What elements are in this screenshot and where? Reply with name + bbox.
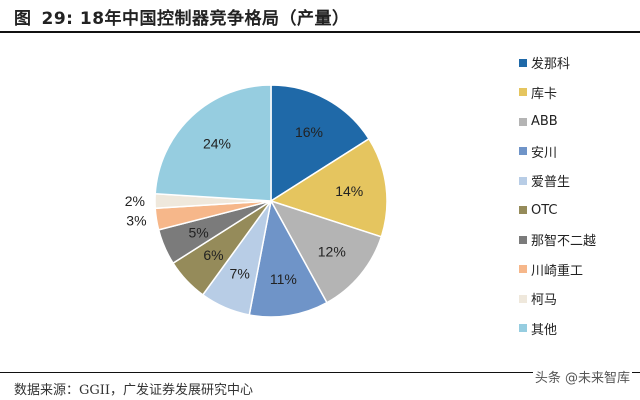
pie-slice-labels: 16% 14% 12% 11% 7% 6% 5% 3% 2% 24% (125, 124, 364, 287)
legend-swatch (519, 58, 527, 67)
legend-label: 其他 (531, 322, 558, 338)
slice-percent-label: 7% (230, 265, 250, 281)
pie-slice (269, 199, 383, 304)
legend-label: ABB (531, 114, 558, 130)
legend-label: 库卡 (531, 86, 558, 102)
watermark: 头条 @未来智库 (532, 367, 632, 386)
pie-slice (248, 198, 328, 318)
pie-slice (270, 84, 370, 203)
legend-swatch (519, 206, 527, 215)
legend-label: 发那科 (531, 57, 571, 73)
legend-label: 柯马 (531, 293, 558, 309)
slice-percent-label: 24% (203, 135, 231, 151)
legend-label: 川崎重工 (531, 263, 584, 279)
slice-percent-label: 12% (318, 243, 346, 259)
source-note: 数据来源：GGII，广发证券发展研究中心 (14, 383, 254, 398)
legend-item: 发那科 (519, 48, 596, 78)
legend-label: 安川 (531, 145, 558, 161)
chart-title: 图 29: 18年中国控制器竞争格局（产量） (14, 4, 350, 29)
figure-prefix: 图 (14, 9, 32, 29)
pie-slice (154, 84, 272, 202)
slice-percent-label: 16% (295, 124, 323, 140)
legend-label: OTC (531, 202, 558, 218)
figure-title-text: 18年中国控制器竞争格局（产量） (79, 9, 350, 29)
legend-swatch (519, 176, 527, 185)
chart-legend: 发那科库卡 ABB 安川爱普生 OTC 那智不二越川崎重工柯马其他 (519, 48, 596, 343)
legend-item: 柯马 (519, 284, 596, 314)
legend-item: ABB (519, 107, 596, 137)
legend-item: 库卡 (519, 78, 596, 108)
legend-item: 安川 (519, 137, 596, 167)
legend-swatch (519, 117, 527, 126)
legend-item: 其他 (519, 314, 596, 344)
pie-slices (154, 84, 388, 318)
slice-percent-label: 3% (126, 212, 146, 228)
figure-number: 29: (41, 9, 74, 29)
legend-swatch (519, 265, 527, 274)
pie-slice (269, 137, 388, 238)
footer-divider (0, 372, 640, 373)
legend-swatch (519, 324, 527, 333)
legend-label: 爱普生 (531, 175, 571, 191)
slice-percent-label: 11% (270, 271, 297, 287)
slice-percent-label: 14% (335, 183, 363, 199)
legend-swatch (519, 147, 527, 156)
legend-item: OTC (519, 196, 596, 226)
legend-item: 川崎重工 (519, 255, 596, 285)
legend-swatch (519, 235, 527, 244)
slice-percent-label: 6% (203, 247, 223, 263)
legend-swatch (519, 294, 527, 303)
legend-item: 那智不二越 (519, 225, 596, 255)
legend-item: 爱普生 (519, 166, 596, 196)
legend-label: 那智不二越 (531, 234, 597, 250)
slice-percent-label: 5% (188, 224, 208, 240)
title-divider (0, 31, 640, 33)
legend-swatch (519, 88, 527, 97)
slice-percent-label: 2% (125, 193, 145, 209)
